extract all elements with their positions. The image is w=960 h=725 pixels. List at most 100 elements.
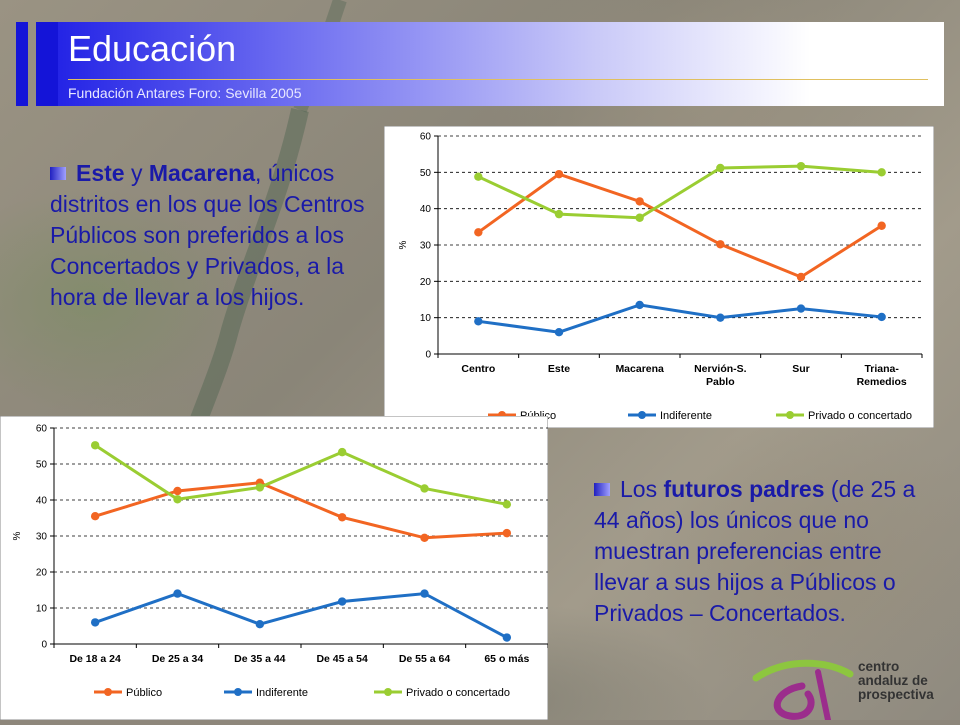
- data-point: [255, 483, 265, 492]
- x-tick-label: Sur: [792, 363, 810, 375]
- cap-logo: centro andaluz de prospectiva: [746, 656, 960, 723]
- y-tick-label: 40: [420, 204, 432, 215]
- legend-label: Indiferente: [256, 687, 308, 699]
- legend-marker: [104, 688, 112, 696]
- text-body: (de 25 a 44 años) los únicos que no mues…: [594, 476, 916, 626]
- x-tick-label: Nervión-S.: [694, 363, 747, 375]
- data-point: [173, 495, 182, 504]
- data-point: [337, 447, 347, 457]
- legend-marker: [638, 411, 646, 419]
- series-line: [94, 481, 507, 540]
- text-bold-macarena: Macarena: [148, 160, 255, 186]
- data-point: [502, 500, 512, 509]
- y-tick-label: 60: [36, 424, 48, 435]
- x-tick-label: Triana-: [864, 363, 899, 375]
- chart-districts-svg: 0 10 20 30 40 50 60% Centro Este Macarena Nervión-…: [383, 125, 935, 429]
- data-point: [554, 328, 564, 337]
- legend-label: Privado o concertado: [406, 687, 510, 699]
- data-point: [635, 213, 644, 222]
- series-line: [477, 164, 882, 220]
- data-point: [877, 221, 886, 230]
- y-tick-label: 20: [420, 277, 432, 288]
- text-bold-futuros-padres: futuros padres: [663, 476, 825, 502]
- data-point: [796, 304, 806, 313]
- logo-line-2: andaluz de: [858, 673, 928, 688]
- text-bold-este: Este: [76, 160, 125, 186]
- text-connector: y: [124, 160, 149, 186]
- data-point: [173, 486, 182, 496]
- text-block-parents: Los futuros padres (de 25 a 44 años) los…: [594, 474, 924, 629]
- header-bar-left: [16, 22, 28, 106]
- chart-background: [0, 415, 549, 721]
- slide-header: Educación Fundación Antares Foro: Sevill…: [12, 22, 944, 106]
- x-tick-label: Este: [548, 363, 570, 375]
- data-point: [554, 169, 564, 179]
- x-tick-label: 65 o más: [484, 653, 529, 665]
- header-divider: [68, 79, 928, 80]
- x-tick-label: De 35 a 44: [234, 653, 286, 665]
- data-point: [173, 589, 182, 598]
- x-tick-label: De 45 a 54: [316, 653, 368, 665]
- data-point: [474, 172, 483, 181]
- x-tick-label: De 25 a 34: [152, 653, 204, 665]
- page-subtitle: Fundación Antares Foro: Sevilla 2005: [68, 85, 302, 101]
- y-axis-label: %: [398, 240, 409, 249]
- text-lead: Los: [620, 476, 664, 502]
- data-point: [502, 528, 512, 538]
- y-tick-label: 20: [36, 568, 48, 579]
- data-point: [716, 163, 725, 173]
- y-tick-label: 10: [36, 604, 48, 615]
- bullet-icon: [50, 167, 66, 180]
- x-tick-label: De 18 a 24: [69, 653, 121, 665]
- legend-marker: [786, 411, 794, 419]
- header-gradient: [58, 22, 944, 106]
- data-point: [796, 272, 806, 282]
- x-tick-label: De 55 a 64: [399, 653, 451, 665]
- y-tick-label: 50: [420, 168, 432, 179]
- y-tick-label: 0: [425, 350, 431, 361]
- series-line: [477, 172, 883, 279]
- data-point: [877, 312, 886, 322]
- data-point: [90, 441, 100, 450]
- x-tick-label: Centro: [461, 363, 495, 375]
- text-block-districts: Este y Macarena, únicos distritos en los…: [50, 158, 390, 313]
- chart-districts: 0 10 20 30 40 50 60% Centro Este Macarena Nervión-…: [383, 125, 935, 429]
- data-point: [877, 168, 886, 177]
- logo-line-1: centro: [858, 659, 900, 674]
- x-tick-label: Remedios: [857, 376, 907, 388]
- data-point: [716, 240, 725, 249]
- logo-text: centro andaluz de prospectiva: [858, 660, 934, 702]
- y-tick-label: 10: [420, 313, 432, 324]
- text-body: , únicos distritos en los que los Centro…: [50, 160, 365, 310]
- data-point: [337, 597, 347, 606]
- data-point: [474, 228, 483, 237]
- y-tick-label: 50: [36, 460, 48, 471]
- y-tick-label: 0: [41, 640, 47, 651]
- header-bar-right: [36, 22, 58, 106]
- series-line: [94, 444, 508, 506]
- chart-age-groups-svg: 0 10 20 30 40 50 60% De 18 a 24 De 25 a 34 De 35 …: [0, 415, 549, 721]
- y-tick-label: 60: [420, 132, 432, 143]
- y-tick-label: 30: [36, 532, 48, 543]
- data-point: [420, 589, 429, 598]
- legend-label: Privado o concertado: [808, 410, 912, 422]
- data-point: [635, 300, 644, 310]
- data-point: [255, 620, 265, 629]
- data-point: [554, 209, 564, 219]
- legend-label: Indiferente: [660, 410, 712, 422]
- data-point: [420, 484, 429, 493]
- x-tick-label: Pablo: [706, 376, 735, 388]
- legend-marker: [384, 688, 392, 696]
- legend-marker: [234, 688, 242, 696]
- logo-mark-icon: [752, 659, 854, 723]
- data-point: [502, 633, 512, 642]
- data-point: [90, 512, 100, 521]
- logo-line-3: prospectiva: [858, 687, 934, 702]
- y-tick-label: 30: [420, 241, 432, 252]
- data-point: [796, 161, 806, 171]
- chart-age-groups: 0 10 20 30 40 50 60% De 18 a 24 De 25 a 34 De 35 …: [0, 415, 549, 721]
- data-point: [90, 618, 100, 627]
- data-point: [337, 513, 347, 522]
- bullet-icon: [594, 483, 610, 496]
- data-point: [474, 317, 483, 326]
